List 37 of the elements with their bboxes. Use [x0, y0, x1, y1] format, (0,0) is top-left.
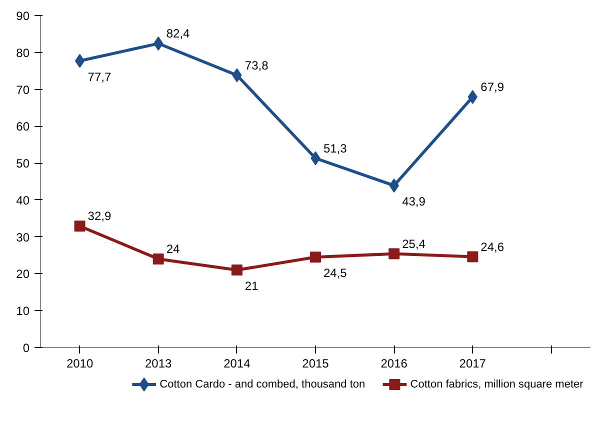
- point: [310, 252, 321, 263]
- data-label: 67,9: [480, 80, 504, 94]
- data-label: 51,3: [324, 141, 348, 156]
- data-label: 73,8: [244, 58, 269, 72]
- x-tick-label: 2014: [224, 356, 251, 370]
- point: [467, 251, 478, 262]
- point: [388, 248, 400, 260]
- data-label: 82,4: [166, 26, 190, 41]
- y-tick-label: 60: [16, 120, 30, 134]
- y-tick-label: 70: [16, 82, 30, 97]
- x-tick-label: 2015: [302, 356, 330, 370]
- data-label: 24,6: [480, 240, 504, 254]
- legend-label: Cotton Cardo - and combed, thousand ton: [160, 378, 366, 390]
- x-tick-label: 2017: [459, 356, 486, 370]
- x-tick-label: 2013: [145, 356, 172, 370]
- x-tick-label: 2010: [66, 356, 94, 370]
- data-label: 25,4: [402, 236, 426, 251]
- data-label: 24,5: [324, 266, 348, 280]
- point: [74, 220, 86, 232]
- y-tick-label: 50: [16, 156, 30, 171]
- point: [231, 264, 242, 276]
- data-label: 77,7: [88, 70, 112, 84]
- data-label: 24: [166, 242, 180, 256]
- data-label: 32,9: [88, 209, 112, 224]
- y-tick-label: 30: [16, 230, 30, 244]
- y-tick-label: 40: [16, 193, 30, 208]
- data-label: 43,9: [402, 194, 426, 209]
- data-label: 21: [244, 279, 259, 294]
- x-tick-label: 2016: [380, 356, 408, 370]
- y-tick-label: 0: [22, 341, 30, 355]
- point: [152, 253, 164, 264]
- y-tick-label: 20: [16, 267, 30, 282]
- y-tick-label: 90: [16, 9, 30, 23]
- legend-label: Cotton fabrics, million square meter: [410, 378, 584, 390]
- point: [74, 54, 85, 68]
- y-tick-label: 80: [16, 46, 30, 60]
- y-tick-label: 10: [16, 304, 30, 318]
